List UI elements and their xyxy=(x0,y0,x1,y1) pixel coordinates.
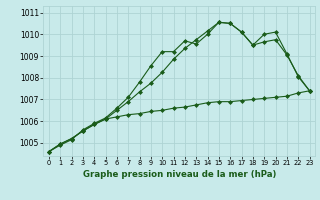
X-axis label: Graphe pression niveau de la mer (hPa): Graphe pression niveau de la mer (hPa) xyxy=(83,170,276,179)
